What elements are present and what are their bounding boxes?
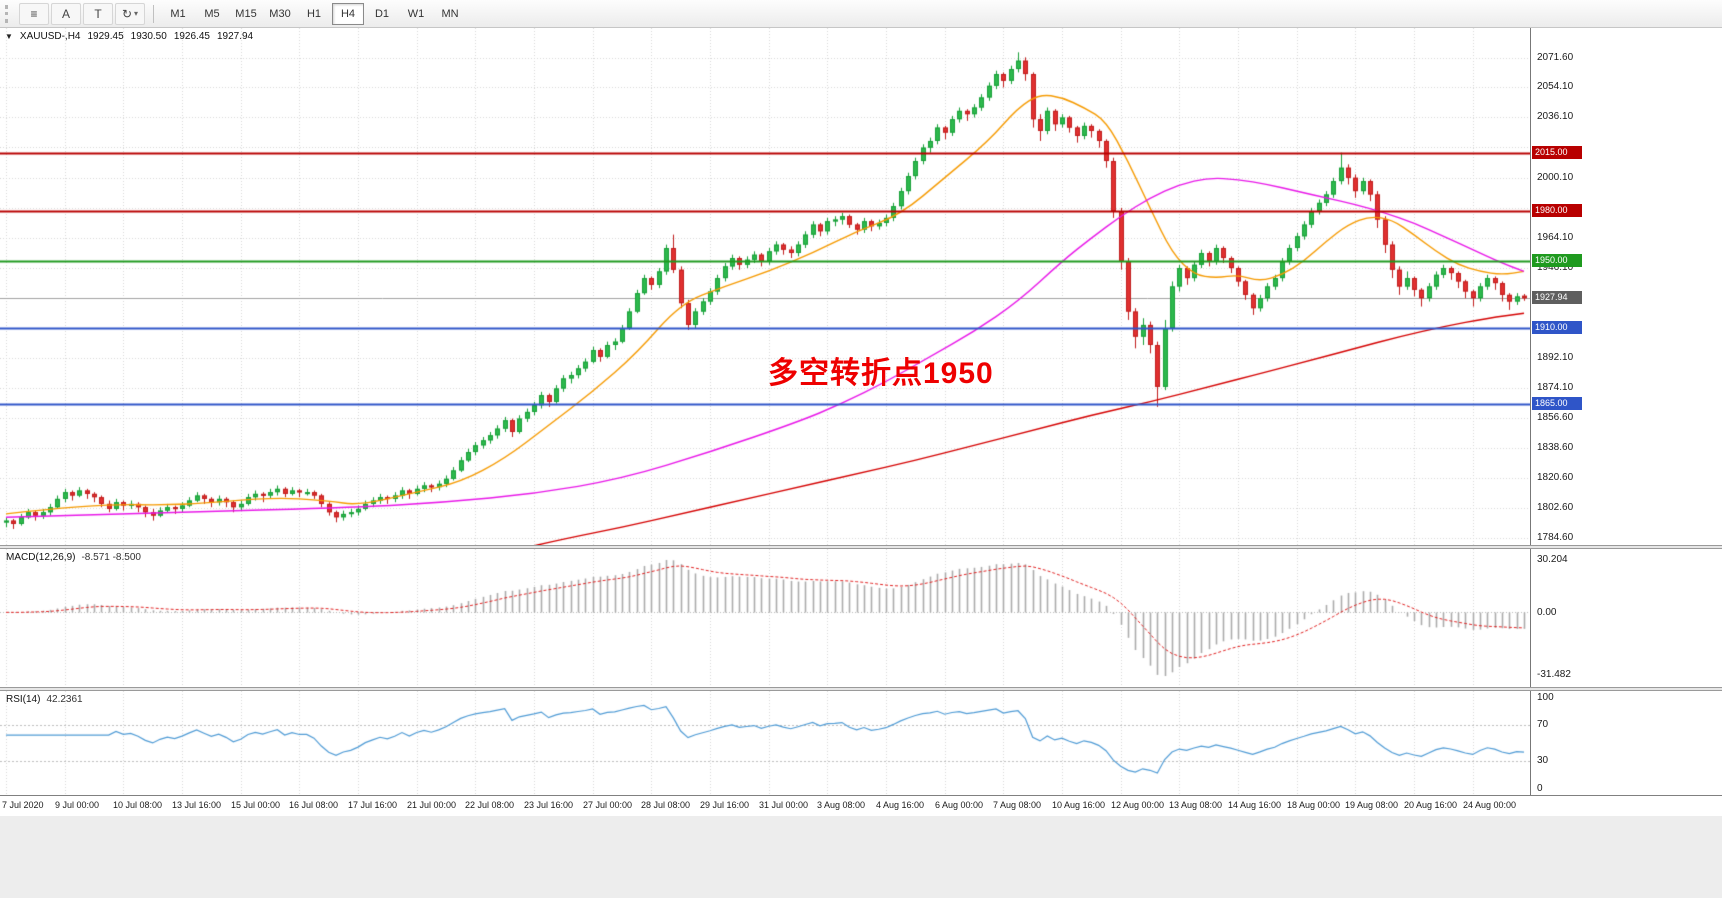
date-label: 17 Jul 16:00 [348, 800, 398, 810]
macd-indicator-label: MACD(12,26,9) -8.571 -8.500 [6, 552, 141, 563]
main-chart-canvas[interactable] [0, 28, 1530, 545]
price-tick-label: 1874.10 [1537, 382, 1574, 394]
chart-window: ▼ XAUUSD-,H4 1929.45 1930.50 1926.45 192… [0, 28, 1722, 898]
macd-axis-label: 30.204 [1537, 554, 1568, 565]
date-label: 20 Aug 16:00 [1404, 800, 1458, 810]
price-badge-1927.94: 1927.94 [1532, 291, 1582, 305]
date-label: 10 Aug 16:00 [1052, 800, 1106, 810]
timeframe-m1-button[interactable]: M1 [170, 7, 186, 20]
panel-separator[interactable] [0, 545, 1722, 549]
charts-menu-icon[interactable]: ≡ [19, 2, 49, 25]
ohlc-high: 1930.50 [130, 31, 167, 42]
panel-separator[interactable] [0, 687, 1722, 691]
price-tick-label: 2054.10 [1537, 81, 1574, 93]
price-badge-1950.00: 1950.00 [1532, 254, 1582, 268]
price-tick-label: 2036.10 [1537, 111, 1574, 123]
timeframe-m5-button[interactable]: M5 [204, 7, 220, 20]
price-axis[interactable]: 2071.60 2054.10 2036.10 2000.10 1964.10 1946.… [1530, 28, 1722, 795]
price-badge-2015.00: 2015.00 [1532, 145, 1582, 159]
date-label: 10 Jul 08:00 [113, 800, 163, 810]
dropdown-caret-icon: ▾ [134, 9, 139, 18]
date-label: 13 Jul 16:00 [172, 800, 222, 810]
macd-values: -8.571 -8.500 [81, 552, 141, 563]
chart-header: ▼ XAUUSD-,H4 1929.45 1930.50 1926.45 192… [5, 31, 253, 42]
date-label: 27 Jul 00:00 [583, 800, 633, 810]
date-label: 23 Jul 16:00 [524, 800, 574, 810]
rsi-indicator-label: RSI(14) 42.2361 [6, 694, 83, 705]
rsi-axis-label: 0 [1537, 783, 1543, 794]
rsi-value: 42.2361 [46, 694, 83, 705]
date-label: 14 Aug 16:00 [1228, 800, 1282, 810]
price-tick-label: 1856.60 [1537, 411, 1574, 423]
toolbar-drag-handle[interactable] [5, 4, 13, 23]
rsi-axis-label: 100 [1537, 692, 1554, 703]
price-tick-label: 1892.10 [1537, 352, 1574, 364]
timeframe-h4-button[interactable]: H4 [332, 2, 364, 25]
date-label: 19 Aug 08:00 [1345, 800, 1399, 810]
date-label: 24 Aug 00:00 [1463, 800, 1517, 810]
price-badge-1980.00: 1980.00 [1532, 204, 1582, 218]
timeframe-d1-button[interactable]: D1 [374, 7, 390, 20]
chart-annotation[interactable]: 多空转折点1950 [768, 357, 994, 390]
timeframe-mn-button[interactable]: MN [441, 7, 459, 20]
date-label: 31 Jul 00:00 [759, 800, 809, 810]
price-badge-1910.00: 1910.00 [1532, 321, 1582, 335]
timeframe-w1-button[interactable]: W1 [407, 7, 425, 20]
text-annotation-icon[interactable]: A [51, 2, 81, 25]
date-label: 9 Jul 00:00 [55, 800, 100, 810]
date-label: 22 Jul 08:00 [465, 800, 515, 810]
price-tick-label: 1946.10 [1537, 261, 1574, 273]
cycles-dropdown-icon[interactable]: ↻ ▾ [115, 2, 145, 25]
date-label: 6 Aug 00:00 [935, 800, 984, 810]
date-label: 12 Aug 00:00 [1111, 800, 1165, 810]
timeframe-m30-button[interactable]: M30 [269, 7, 291, 20]
rsi-label: RSI(14) [6, 694, 41, 705]
toolbar-left-group: ≡ A T ↻ ▾ [19, 2, 145, 25]
date-label: 7 Jul 2020 [2, 800, 44, 810]
time-axis[interactable]: 7 Jul 2020 9 Jul 00:00 10 Jul 08:00 13 Jul … [0, 795, 1722, 816]
price-tick-label: 2071.60 [1537, 52, 1574, 63]
date-label: 21 Jul 00:00 [407, 800, 457, 810]
date-label: 15 Jul 00:00 [231, 800, 281, 810]
macd-axis-label: 0.00 [1537, 606, 1557, 618]
date-label: 7 Aug 08:00 [993, 800, 1042, 810]
date-label: 13 Aug 08:00 [1169, 800, 1223, 810]
symbol-label: XAUUSD-,H4 [19, 31, 81, 42]
timeframe-m15-button[interactable]: M15 [235, 7, 257, 20]
price-badge-1865.00: 1865.00 [1532, 396, 1582, 410]
date-label: 29 Jul 16:00 [700, 800, 750, 810]
date-label: 3 Aug 08:00 [817, 800, 866, 810]
toolbar-separator [153, 4, 154, 23]
ohlc-low: 1926.45 [173, 31, 210, 42]
macd-axis-label: -31.482 [1537, 669, 1571, 680]
price-tick-label: 1820.60 [1537, 471, 1574, 483]
ohlc-close: 1927.94 [216, 31, 254, 42]
date-label: 16 Jul 08:00 [289, 800, 339, 810]
object-box-icon[interactable]: T [83, 2, 113, 25]
timeframe-group: M1 M5 M15 M30 H1 H4 D1 W1 MN [162, 2, 466, 25]
macd-canvas[interactable] [0, 549, 1530, 687]
price-tick-label: 1964.10 [1537, 231, 1574, 243]
collapse-icon[interactable]: ▼ [5, 32, 13, 41]
rsi-canvas[interactable] [0, 691, 1530, 795]
ohlc-open: 1929.45 [87, 31, 124, 42]
price-tick-label: 1802.60 [1537, 501, 1574, 513]
price-tick-label: 1784.60 [1537, 532, 1574, 543]
timeframe-h1-button[interactable]: H1 [306, 7, 322, 20]
date-label: 4 Aug 16:00 [876, 800, 925, 810]
price-tick-label: 2000.10 [1537, 171, 1574, 183]
rsi-axis-label: 70 [1537, 718, 1549, 730]
rsi-axis-label: 30 [1537, 755, 1549, 767]
price-tick-label: 1838.60 [1537, 441, 1574, 453]
macd-label: MACD(12,26,9) [6, 552, 76, 563]
date-label: 28 Jul 08:00 [641, 800, 691, 810]
date-label: 18 Aug 00:00 [1287, 800, 1341, 810]
chart-toolbar: ≡ A T ↻ ▾ M1 M5 M15 M30 H1 H4 D1 W1 MN [0, 0, 1722, 28]
window-bottom-strip [0, 815, 1722, 898]
